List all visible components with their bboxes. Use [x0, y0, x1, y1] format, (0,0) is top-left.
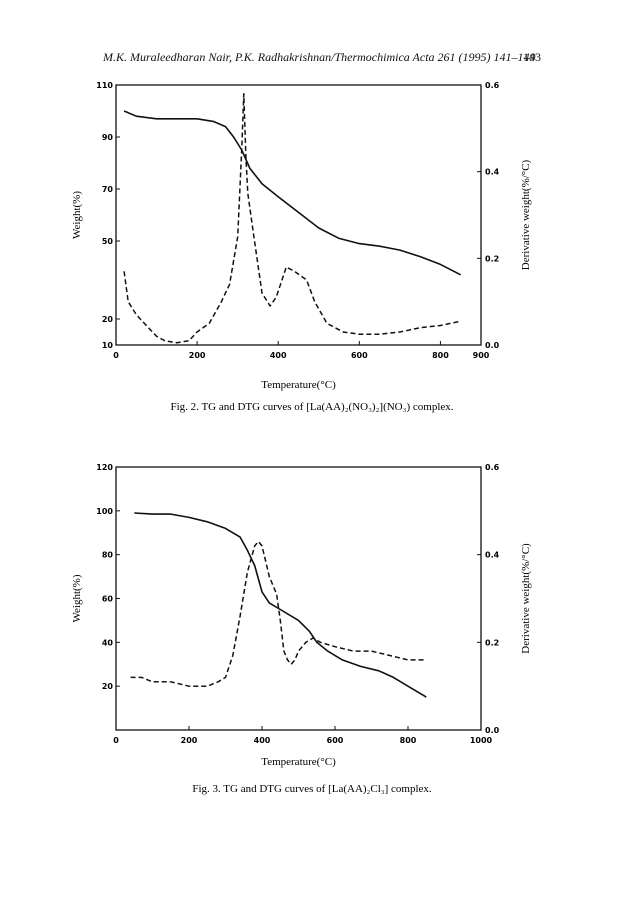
x-axis-title: Temperature(°C) — [261, 756, 336, 768]
y2-axis-title: Derivative weight(%/°C) — [520, 543, 532, 654]
y2-tick-label: 0.4 — [485, 551, 500, 560]
figure-caption: Fig. 3. TG and DTG curves of [La(AA)₂Cl₃… — [192, 783, 432, 795]
plot-frame — [115, 466, 482, 731]
y-axis-title: Weight(%) — [71, 574, 83, 622]
x-tick-label: 400 — [270, 351, 287, 360]
y-tick-label: 20 — [102, 315, 114, 324]
y2-tick-label: 0.2 — [485, 638, 499, 647]
y2-tick-label: 0.6 — [485, 81, 500, 90]
x-tick-label: 400 — [254, 736, 271, 745]
y2-tick-label: 0.0 — [485, 341, 500, 350]
running-header-citation: M.K. Muraleedharan Nair, P.K. Radhakrish… — [103, 50, 536, 64]
y-tick-label: 40 — [102, 638, 114, 647]
y2-tick-label: 0.2 — [485, 254, 499, 263]
x-tick-label: 0 — [113, 736, 119, 745]
x-tick-label: 600 — [327, 736, 344, 745]
y2-tick-label: 0.0 — [485, 726, 500, 735]
y2-tick-label: 0.4 — [485, 168, 500, 177]
x-tick-label: 800 — [432, 351, 449, 360]
x-tick-label: 0 — [113, 351, 119, 360]
tg-curve — [134, 512, 427, 698]
x-tick-label: 1000 — [470, 736, 493, 745]
y-tick-label: 10 — [102, 341, 114, 350]
x-axis-title: Temperature(°C) — [261, 379, 336, 391]
plot-frame — [115, 84, 482, 346]
y-tick-label: 50 — [102, 237, 114, 246]
y-tick-label: 110 — [96, 81, 113, 90]
x-tick-label: 200 — [189, 351, 206, 360]
figure-caption: Fig. 2. TG and DTG curves of [La(AA)₂(NO… — [170, 401, 453, 413]
y-tick-label: 70 — [102, 185, 114, 194]
y-tick-label: 80 — [102, 551, 114, 560]
y-tick-label: 120 — [96, 463, 113, 472]
dtg-curve — [123, 92, 461, 344]
y-tick-label: 20 — [102, 682, 114, 691]
x-tick-label: 800 — [400, 736, 417, 745]
dtg-curve — [130, 540, 427, 687]
running-header: M.K. Muraleedharan Nair, P.K. Radhakrish… — [0, 50, 624, 70]
y-tick-label: 60 — [102, 595, 114, 604]
x-tick-label: 600 — [351, 351, 368, 360]
y-tick-label: 100 — [96, 507, 113, 516]
y-tick-label: 90 — [102, 133, 114, 142]
x-tick-label: 200 — [181, 736, 198, 745]
y-axis-title: Weight(%) — [71, 191, 83, 239]
x-tick-label: 900 — [473, 351, 490, 360]
y2-axis-title: Derivative weight(%/°C) — [520, 159, 532, 270]
page-number: 143 — [523, 50, 541, 64]
tg-curve — [123, 110, 462, 276]
y2-tick-label: 0.6 — [485, 463, 500, 472]
